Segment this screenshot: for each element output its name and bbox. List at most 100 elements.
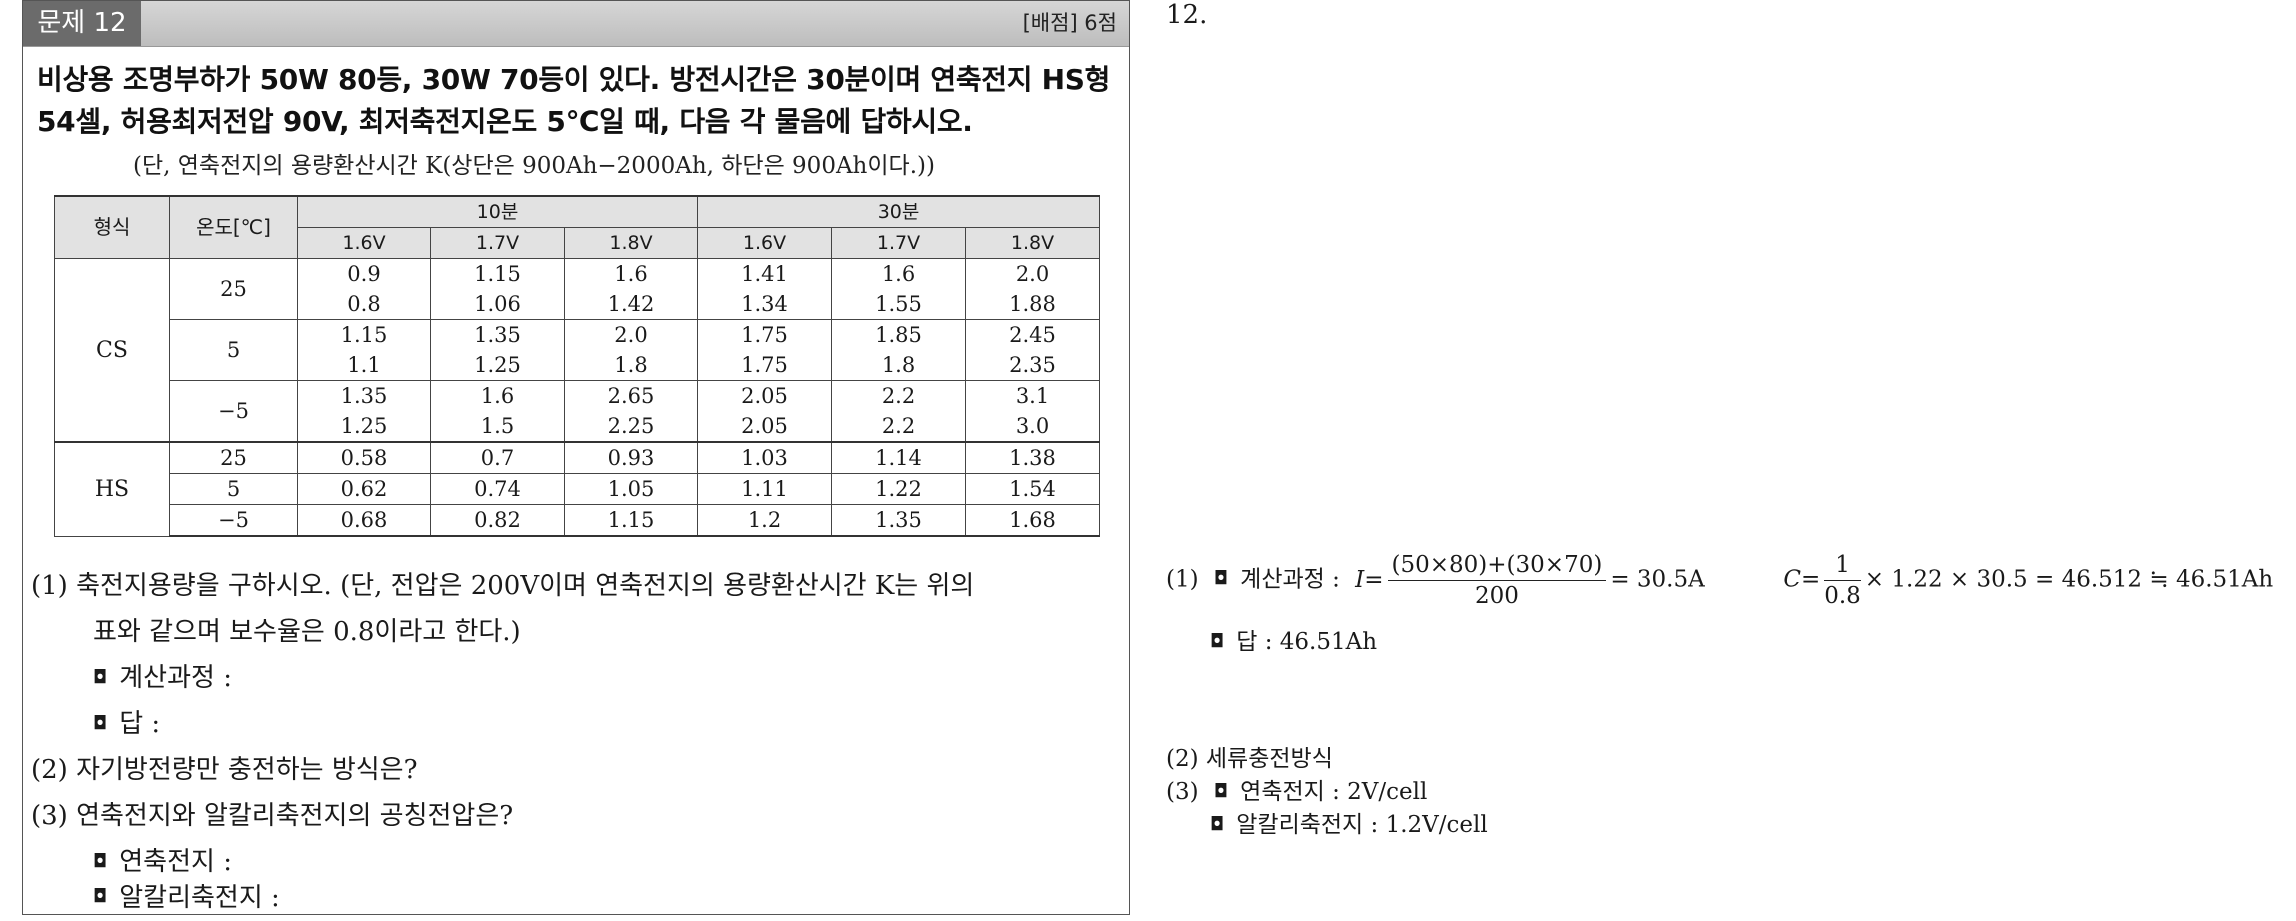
subq-1-line-1: (1) 축전지용량을 구하시오. (단, 전압은 200V이며 연축전지의 용량… (31, 571, 975, 601)
bullet-icon: ◘ (1213, 568, 1229, 589)
table-cell: 0.82 (430, 504, 565, 537)
table-cell: 1.35 (831, 504, 967, 537)
table-cell: 1.03 (697, 441, 833, 474)
subq-3-alkaline: ◘ 알칼리축전지 : (93, 883, 280, 914)
type-cs: CS (54, 258, 170, 443)
table-cell: 2.65 (563, 380, 699, 411)
bullet-icon: ◘ (93, 850, 108, 872)
formula-c-result: × 1.22 × 30.5 = 46.512 ≒ 46.51Ah (1864, 566, 2274, 593)
bullet-icon: ◘ (1210, 630, 1225, 652)
table-cell: 3.0 (965, 411, 1101, 443)
table-cell: 2.2 (831, 411, 967, 443)
table-cell: 1.15 (430, 258, 565, 289)
table-cell: 0.58 (297, 441, 431, 474)
table-cell: 0.74 (430, 473, 565, 505)
type-hs: HS (54, 441, 170, 537)
table-cell: 1.15 (297, 319, 431, 350)
table-cell: 1.25 (297, 411, 431, 443)
temp-cell: 5 (169, 319, 298, 381)
formula-i-numerator: (50×80)+(30×70) (1387, 552, 1607, 581)
formula-c-denominator: 0.8 (1824, 583, 1861, 609)
subq-3-lead-label: 연축전지 : (119, 847, 232, 877)
table-cell: 2.25 (563, 411, 699, 443)
table-cell: 1.6 (563, 258, 699, 289)
formula-i-lhs: I= (1355, 566, 1384, 593)
header-10min: 10분 (296, 195, 699, 228)
table-cell: 1.38 (965, 441, 1101, 474)
table-cell: 1.25 (430, 350, 565, 381)
bullet-icon: ◘ (1213, 780, 1229, 802)
table-cell: 2.2 (831, 380, 967, 411)
subq-1-calc-label: 계산과정 : (119, 663, 232, 693)
stem-line-2: 54셀, 허용최저전압 90V, 최저축전지온도 5℃일 때, 다음 각 물음에… (37, 105, 973, 138)
header-type: 형식 (54, 195, 170, 259)
subq-1-line-2: 표와 같으며 보수율은 0.8이라고 한다.) (93, 617, 521, 647)
table-cell: 1.22 (831, 473, 967, 505)
table-cell: 1.15 (563, 504, 699, 537)
table-cell: 2.05 (697, 380, 833, 411)
answer-1-final: ◘ 답 : 46.51Ah (1210, 622, 1377, 656)
temp-cell: 5 (169, 473, 298, 505)
table-cell: 1.14 (831, 441, 967, 474)
table-cell: 1.75 (697, 350, 833, 381)
question-stem: 비상용 조명부하가 50W 80등, 30W 70등이 있다. 방전시간은 30… (37, 59, 1117, 143)
table-cell: 2.05 (697, 411, 833, 443)
table-cell: 0.7 (430, 441, 565, 474)
capacity-conversion-table: 형식 온도[℃] 10분 30분 1.6V 1.7V 1.8V 1.6V 1.7… (54, 195, 1101, 537)
subq-3-alkaline-label: 알칼리축전지 : (119, 883, 280, 913)
header-voltage: 1.7V (831, 227, 967, 259)
question-note: (단, 연축전지의 용량환산시간 K(상단은 900Ah−2000Ah, 하단은… (133, 153, 935, 179)
question-label: 문제 12 (23, 1, 141, 46)
table-cell: 0.68 (297, 504, 431, 537)
table-cell: 0.93 (563, 441, 699, 474)
question-header: 문제 12 [배점] 6점 (23, 1, 1129, 47)
answer-number: 12. (1166, 0, 1208, 30)
table-cell: 1.54 (965, 473, 1101, 505)
table-cell: 1.75 (697, 319, 833, 350)
table-cell: 0.9 (297, 258, 431, 289)
table-cell: 0.8 (297, 289, 431, 320)
stem-line-1: 비상용 조명부하가 50W 80등, 30W 70등이 있다. 방전시간은 30… (37, 63, 1111, 96)
bullet-icon: ◘ (93, 712, 108, 734)
table-cell: 2.45 (965, 319, 1101, 350)
table-cell: 1.5 (430, 411, 565, 443)
table-cell: 1.85 (831, 319, 967, 350)
table-cell: 1.41 (697, 258, 833, 289)
bullet-icon: ◘ (93, 666, 108, 688)
table-cell: 1.88 (965, 289, 1101, 320)
table-cell: 1.11 (697, 473, 833, 505)
table-cell: 1.1 (297, 350, 431, 381)
header-voltage: 1.6V (697, 227, 833, 259)
bullet-icon: ◘ (1210, 813, 1225, 835)
table-cell: 1.34 (697, 289, 833, 320)
answer-1-final-text: 답 : 46.51Ah (1236, 629, 1378, 655)
formula-i-denominator: 200 (1474, 583, 1519, 609)
header-voltage: 1.8V (563, 227, 699, 259)
formula-i-fraction: (50×80)+(30×70) 200 (1387, 552, 1607, 609)
table-cell: 1.2 (697, 504, 833, 537)
subq-3-lead: ◘ 연축전지 : (93, 841, 232, 878)
table-cell: 2.0 (965, 258, 1101, 289)
header-temperature: 온도[℃] (169, 195, 298, 259)
table-cell: 1.05 (563, 473, 699, 505)
temp-cell: 25 (169, 441, 298, 474)
header-voltage: 1.8V (965, 227, 1101, 259)
subq-1-answer-label: 답 : (119, 709, 161, 739)
question-box: 문제 12 [배점] 6점 비상용 조명부하가 50W 80등, 30W 70등… (22, 0, 1130, 915)
subq-3: (3) 연축전지와 알칼리축전지의 공칭전압은? (31, 801, 514, 831)
table-cell: 1.42 (563, 289, 699, 320)
table-cell: 1.8 (563, 350, 699, 381)
table-cell: 1.6 (831, 258, 967, 289)
answer-2: (2) 세류충전방식 (1166, 746, 1333, 772)
table-cell: 1.68 (965, 504, 1101, 537)
table-cell: 2.0 (563, 319, 699, 350)
answer-1-prefix: (1) (1166, 566, 1199, 593)
formula-c-fraction: 1 0.8 (1824, 552, 1861, 609)
header-30min: 30분 (697, 195, 1101, 228)
table-cell: 1.6 (430, 380, 565, 411)
answer-3-prefix: (3) (1166, 779, 1199, 805)
header-voltage: 1.6V (297, 227, 431, 259)
table-cell: 1.8 (831, 350, 967, 381)
temp-cell: 25 (169, 258, 298, 320)
bullet-icon: ◘ (93, 886, 108, 907)
